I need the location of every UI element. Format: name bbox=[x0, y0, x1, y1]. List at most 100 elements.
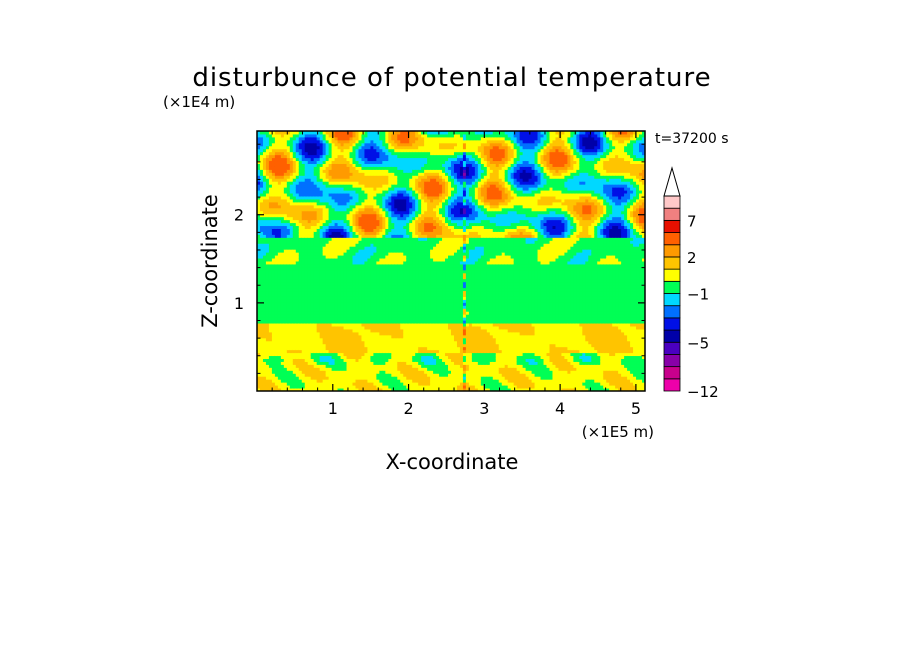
field-cell bbox=[283, 136, 288, 141]
field-cell bbox=[259, 296, 264, 300]
field-cell bbox=[343, 249, 348, 253]
field-cell bbox=[337, 184, 342, 188]
field-cell bbox=[382, 311, 386, 315]
field-cell bbox=[274, 331, 279, 336]
field-cell bbox=[376, 281, 380, 286]
field-cell bbox=[277, 320, 282, 324]
field-cell bbox=[364, 237, 368, 241]
field-cell bbox=[328, 258, 333, 262]
field-cell bbox=[289, 370, 294, 374]
field-cell bbox=[337, 284, 342, 289]
field-cell bbox=[391, 219, 395, 224]
field-cell bbox=[337, 331, 342, 336]
field-cell bbox=[397, 349, 401, 354]
field-cell bbox=[391, 317, 395, 321]
field-cell bbox=[349, 331, 353, 336]
field-cell bbox=[295, 234, 300, 238]
field-cell bbox=[397, 337, 401, 342]
field-cell bbox=[301, 323, 306, 327]
field-cell bbox=[286, 139, 291, 144]
field-cell bbox=[274, 355, 279, 359]
field-cell bbox=[292, 169, 297, 173]
field-cell bbox=[259, 169, 264, 173]
field-cell bbox=[280, 172, 285, 176]
field-cell bbox=[271, 266, 276, 271]
field-cell bbox=[358, 293, 362, 297]
field-cell bbox=[394, 278, 398, 283]
field-cell bbox=[421, 148, 425, 153]
field-cell bbox=[319, 252, 324, 256]
field-cell bbox=[298, 231, 303, 235]
field-cell bbox=[391, 240, 395, 244]
field-cell bbox=[319, 131, 324, 135]
field-cell bbox=[406, 172, 410, 176]
field-cell bbox=[286, 317, 291, 321]
field-cell bbox=[298, 314, 303, 318]
field-cell bbox=[397, 317, 401, 321]
field-cell bbox=[379, 299, 383, 303]
field-cell bbox=[307, 302, 312, 306]
field-cell bbox=[355, 139, 359, 144]
field-cell bbox=[400, 207, 404, 212]
field-cell bbox=[379, 145, 383, 150]
field-cell bbox=[334, 157, 339, 162]
field-cell bbox=[424, 314, 428, 318]
field-cell bbox=[286, 358, 291, 362]
field-cell bbox=[259, 275, 264, 280]
field-cell bbox=[382, 131, 386, 135]
field-cell bbox=[421, 243, 425, 247]
field-cell bbox=[409, 367, 413, 371]
field-cell bbox=[262, 255, 267, 259]
field-cell bbox=[259, 181, 264, 185]
field-cell bbox=[301, 231, 306, 235]
field-cell bbox=[337, 169, 342, 173]
field-cell bbox=[355, 187, 359, 191]
field-cell bbox=[313, 151, 318, 156]
field-cell bbox=[262, 373, 267, 377]
field-cell bbox=[418, 216, 422, 221]
field-cell bbox=[415, 175, 419, 179]
field-cell bbox=[319, 361, 324, 365]
field-cell bbox=[295, 320, 300, 324]
field-cell bbox=[328, 178, 333, 182]
field-cell bbox=[394, 234, 398, 238]
field-cell bbox=[403, 385, 407, 389]
field-cell bbox=[391, 148, 395, 153]
field-cell bbox=[394, 258, 398, 262]
field-cell bbox=[328, 175, 333, 179]
field-cell bbox=[385, 258, 389, 262]
field-cell bbox=[418, 255, 422, 259]
field-cell bbox=[346, 263, 351, 268]
field-cell bbox=[421, 172, 425, 176]
field-cell bbox=[358, 216, 362, 221]
field-cell bbox=[289, 346, 294, 351]
field-cell bbox=[274, 181, 279, 185]
field-cell bbox=[277, 207, 282, 212]
field-cell bbox=[301, 210, 306, 215]
field-cell bbox=[403, 326, 407, 330]
field-cell bbox=[382, 266, 386, 271]
field-cell bbox=[415, 154, 419, 159]
field-cell bbox=[373, 204, 377, 209]
field-cell bbox=[358, 187, 362, 191]
field-cell bbox=[376, 290, 380, 294]
field-cell bbox=[262, 190, 267, 194]
field-cell bbox=[406, 157, 410, 162]
field-cell bbox=[322, 284, 327, 289]
field-cell bbox=[295, 331, 300, 336]
field-cell bbox=[367, 198, 371, 203]
field-cell bbox=[265, 314, 270, 318]
field-cell bbox=[361, 145, 365, 150]
field-cell bbox=[292, 382, 297, 386]
field-cell bbox=[286, 326, 291, 330]
field-cell bbox=[364, 355, 368, 359]
field-cell bbox=[286, 136, 291, 141]
field-cell bbox=[310, 328, 315, 333]
field-cell bbox=[400, 228, 404, 232]
field-cell bbox=[289, 376, 294, 380]
field-cell bbox=[310, 370, 315, 374]
field-cell bbox=[346, 231, 351, 235]
field-cell bbox=[265, 379, 270, 383]
field-cell bbox=[400, 261, 404, 265]
field-cell bbox=[355, 234, 359, 238]
